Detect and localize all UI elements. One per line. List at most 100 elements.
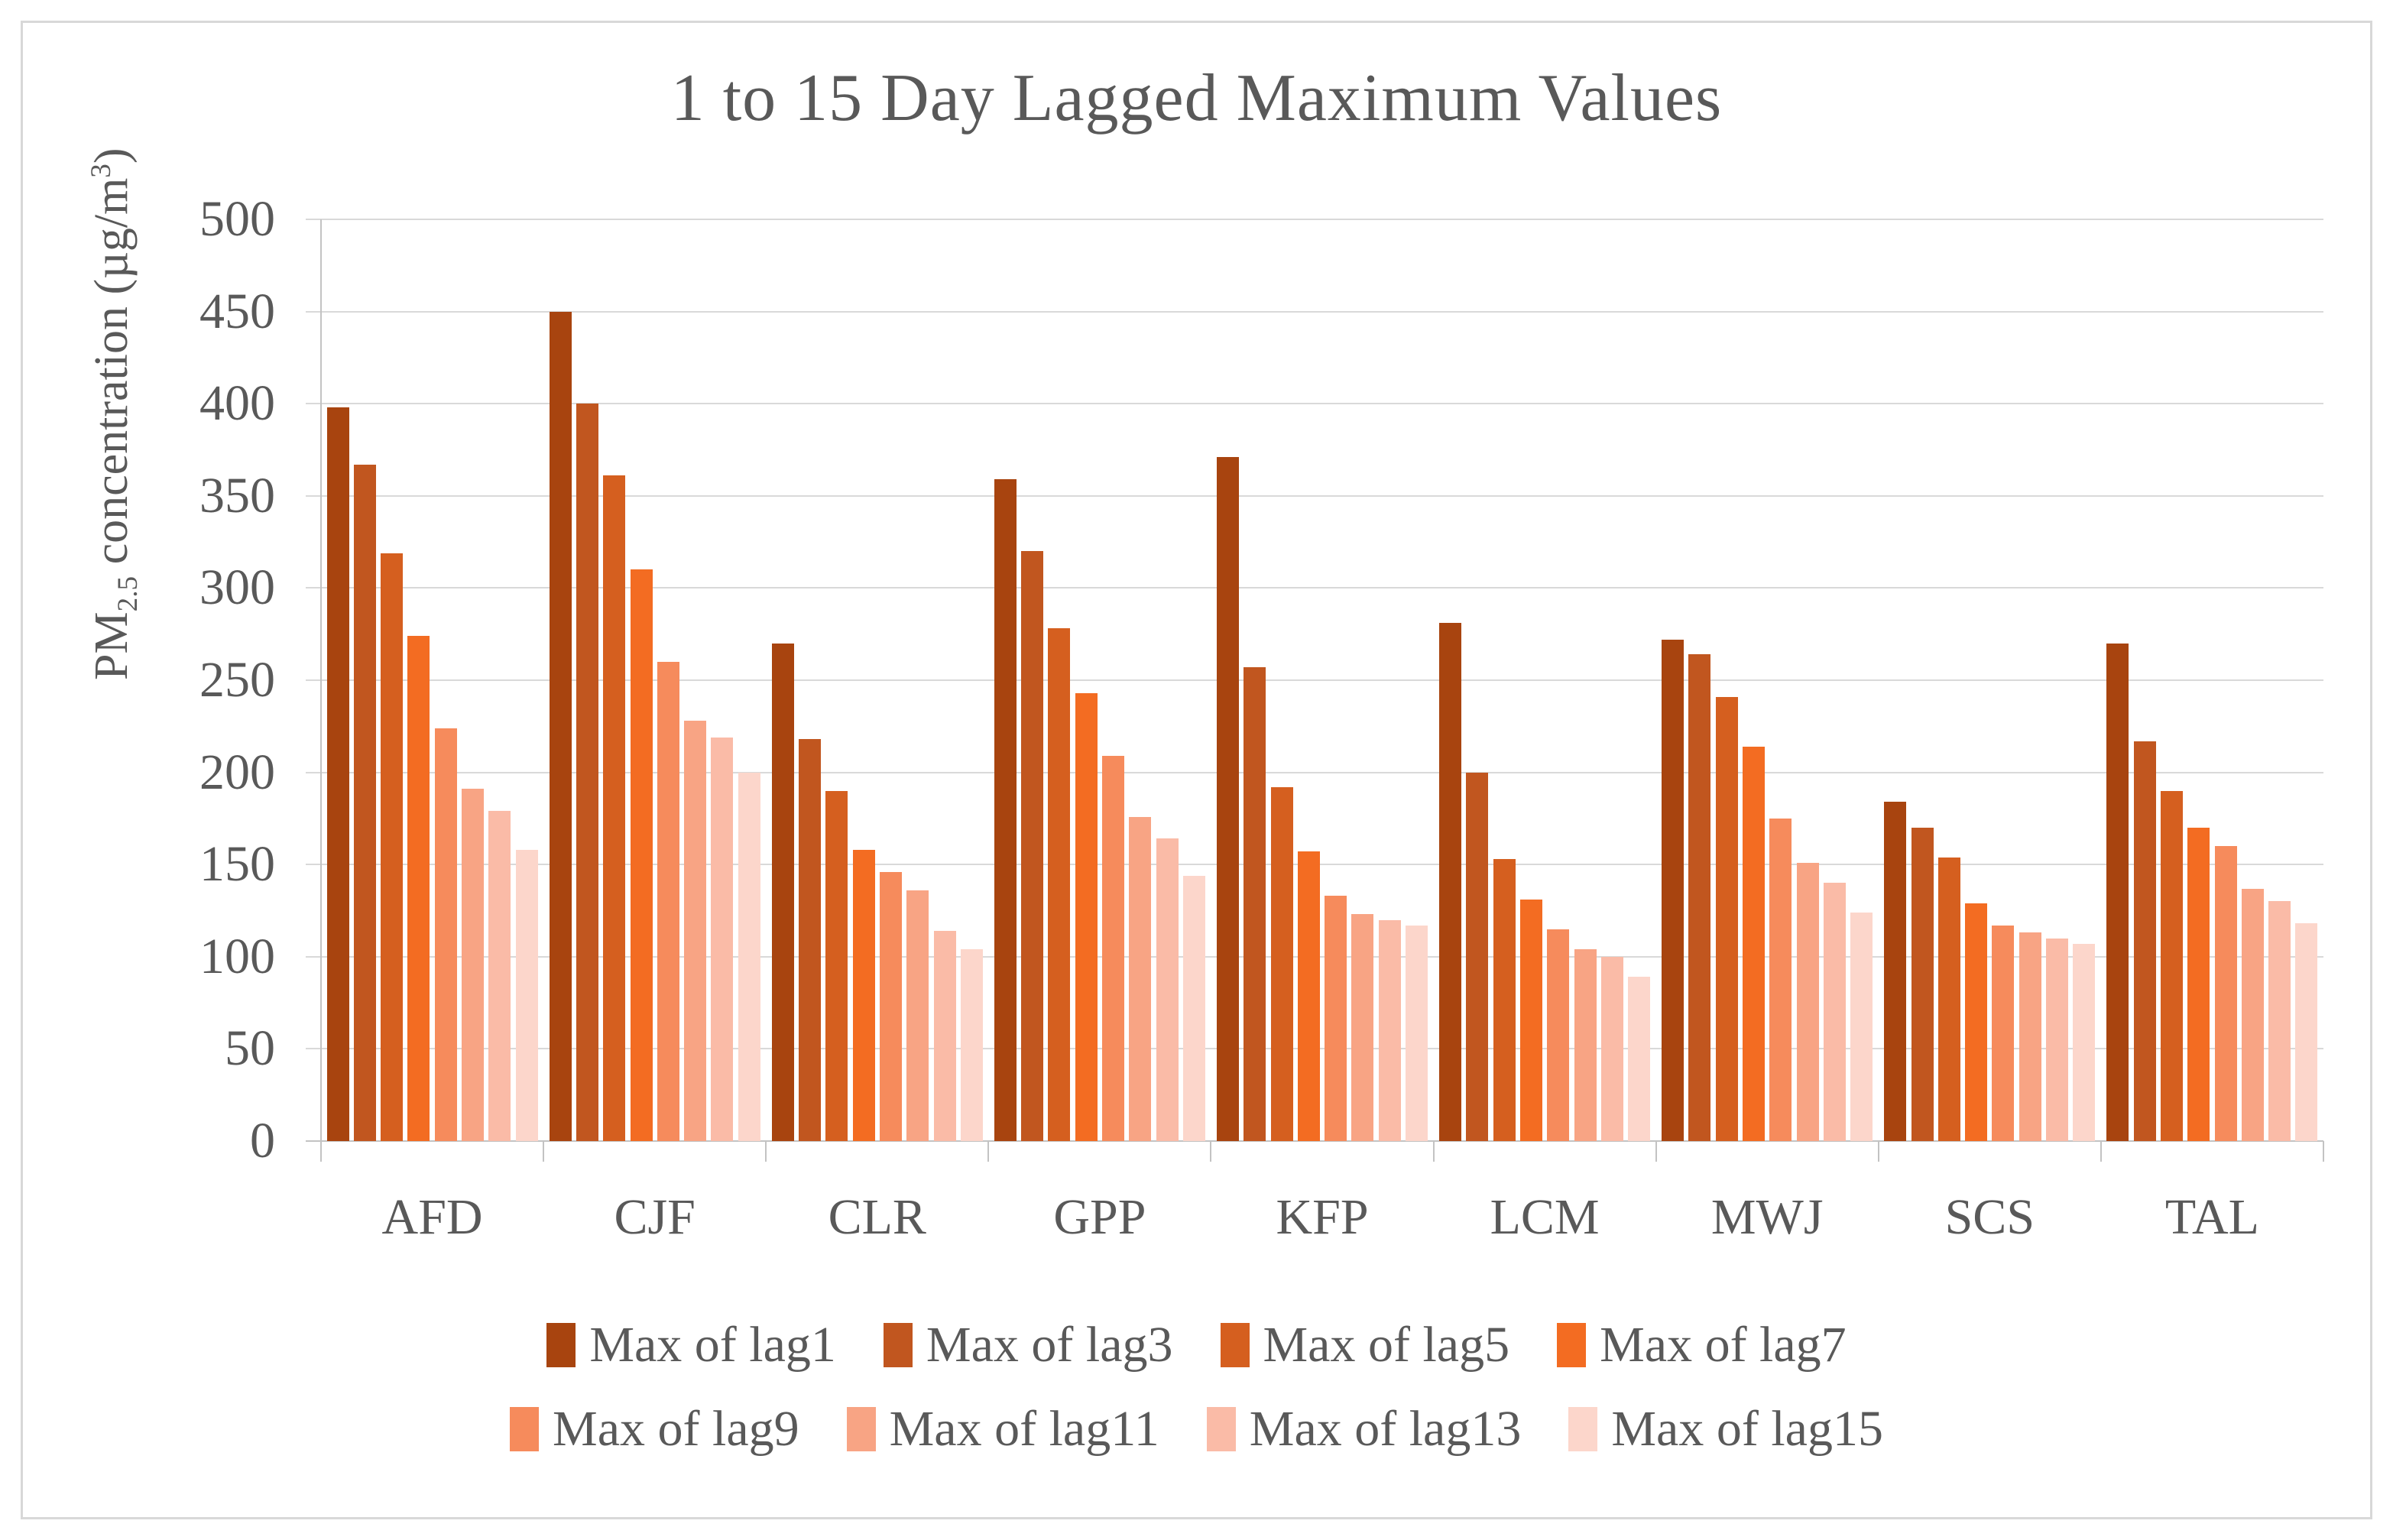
legend-swatch-icon <box>883 1323 913 1367</box>
legend-item-max-of-lag13: Max of lag13 <box>1206 1400 1522 1458</box>
x-category-label-lcm: LCM <box>1490 1189 1600 1245</box>
bar-mwj-max-of-lag3 <box>1688 654 1711 1141</box>
y-gridline <box>306 403 2323 405</box>
bar-clr-max-of-lag7 <box>852 849 875 1141</box>
bar-cjf-max-of-lag1 <box>549 311 572 1141</box>
bar-afd-max-of-lag9 <box>434 728 457 1141</box>
bar-lcm-max-of-lag3 <box>1466 772 1489 1141</box>
bar-gpp-max-of-lag11 <box>1129 816 1152 1141</box>
bar-lcm-max-of-lag15 <box>1628 977 1651 1141</box>
bar-gpp-max-of-lag13 <box>1156 838 1179 1141</box>
bar-afd-max-of-lag13 <box>488 811 511 1141</box>
x-category-label-scs: SCS <box>1944 1189 2035 1245</box>
x-axis-line <box>306 1140 2323 1142</box>
legend-swatch-icon <box>846 1407 876 1451</box>
chart-title: 1 to 15 Day Lagged Maximum Values <box>670 61 1723 135</box>
bar-cjf-max-of-lag3 <box>576 404 598 1141</box>
bar-clr-max-of-lag3 <box>799 739 822 1141</box>
legend-item-max-of-lag7: Max of lag7 <box>1557 1316 1847 1374</box>
legend-label: Max of lag13 <box>1249 1401 1522 1457</box>
y-gridline <box>306 679 2323 681</box>
bar-lcm-max-of-lag9 <box>1547 929 1570 1141</box>
y-gridline <box>306 219 2323 220</box>
bar-clr-max-of-lag13 <box>933 931 956 1141</box>
y-axis-line <box>320 219 322 1143</box>
y-axis-title-superscript: 3 <box>86 164 118 178</box>
x-category-label-afd: AFD <box>381 1189 483 1245</box>
y-gridline <box>306 771 2323 773</box>
bar-tal-max-of-lag13 <box>2268 901 2291 1141</box>
bar-scs-max-of-lag5 <box>1937 857 1960 1141</box>
bar-afd-max-of-lag7 <box>407 636 430 1141</box>
x-axis-tick <box>1210 1141 1212 1162</box>
bar-afd-max-of-lag1 <box>326 407 349 1141</box>
bar-clr-max-of-lag5 <box>825 790 848 1141</box>
legend-label: Max of lag9 <box>553 1401 799 1457</box>
bar-tal-max-of-lag15 <box>2295 923 2318 1141</box>
bar-afd-max-of-lag15 <box>515 849 538 1141</box>
bar-tal-max-of-lag7 <box>2187 827 2210 1141</box>
bar-mwj-max-of-lag11 <box>1796 862 1819 1141</box>
bar-lcm-max-of-lag7 <box>1519 900 1542 1141</box>
x-axis-tick <box>2323 1141 2324 1162</box>
bar-scs-max-of-lag9 <box>1992 925 2015 1141</box>
legend-item-max-of-lag15: Max of lag15 <box>1568 1400 1883 1458</box>
bar-gpp-max-of-lag3 <box>1021 551 1044 1141</box>
y-tick-label: 0 <box>250 1113 275 1169</box>
x-category-label-clr: CLR <box>828 1189 926 1245</box>
bar-tal-max-of-lag9 <box>2214 846 2237 1141</box>
bar-mwj-max-of-lag9 <box>1769 818 1792 1141</box>
bar-kfp-max-of-lag13 <box>1378 919 1401 1141</box>
legend-swatch-icon <box>1220 1323 1250 1367</box>
x-axis-tick <box>1655 1141 1657 1162</box>
x-axis-tick <box>765 1141 767 1162</box>
bar-kfp-max-of-lag5 <box>1270 786 1293 1141</box>
bar-gpp-max-of-lag7 <box>1075 692 1098 1141</box>
bar-clr-max-of-lag1 <box>771 643 794 1141</box>
bar-gpp-max-of-lag5 <box>1048 628 1071 1141</box>
y-tick-label: 50 <box>225 1020 275 1077</box>
bar-gpp-max-of-lag15 <box>1182 875 1205 1141</box>
y-tick-label: 400 <box>199 375 275 432</box>
bar-kfp-max-of-lag7 <box>1297 851 1320 1141</box>
bar-lcm-max-of-lag11 <box>1574 949 1597 1141</box>
x-axis-tick <box>320 1141 322 1162</box>
bar-scs-max-of-lag7 <box>1965 903 1988 1141</box>
bar-mwj-max-of-lag7 <box>1743 746 1766 1141</box>
y-gridline <box>306 587 2323 589</box>
bar-cjf-max-of-lag11 <box>684 721 707 1141</box>
bar-gpp-max-of-lag9 <box>1102 755 1125 1141</box>
y-tick-label: 150 <box>199 836 275 893</box>
bar-gpp-max-of-lag1 <box>994 479 1017 1141</box>
legend-item-max-of-lag5: Max of lag5 <box>1220 1316 1510 1374</box>
bar-kfp-max-of-lag9 <box>1325 896 1347 1141</box>
x-category-label-mwj: MWJ <box>1710 1189 1824 1245</box>
legend-item-max-of-lag1: Max of lag1 <box>546 1316 836 1374</box>
bar-scs-max-of-lag11 <box>2018 932 2041 1141</box>
bar-cjf-max-of-lag5 <box>603 475 626 1141</box>
bar-cjf-max-of-lag7 <box>630 569 653 1141</box>
bar-afd-max-of-lag3 <box>353 464 376 1141</box>
bar-kfp-max-of-lag11 <box>1351 914 1374 1141</box>
bar-cjf-max-of-lag13 <box>711 737 734 1141</box>
bar-tal-max-of-lag3 <box>2133 741 2156 1141</box>
legend-row-1: Max of lag1 Max of lag3 Max of lag5 Max of … <box>546 1316 1847 1374</box>
legend-label: Max of lag5 <box>1263 1317 1510 1373</box>
bar-mwj-max-of-lag5 <box>1715 696 1738 1141</box>
bar-afd-max-of-lag11 <box>462 789 484 1141</box>
y-tick-label: 300 <box>199 559 275 616</box>
legend-swatch-icon <box>1206 1407 1236 1451</box>
y-tick-label: 450 <box>199 283 275 339</box>
y-tick-label: 350 <box>199 467 275 524</box>
bar-kfp-max-of-lag3 <box>1244 667 1266 1141</box>
legend-label: Max of lag11 <box>889 1401 1159 1457</box>
bar-clr-max-of-lag9 <box>879 871 902 1141</box>
y-gridline <box>306 494 2323 497</box>
x-axis-tick <box>1877 1141 1879 1162</box>
x-category-label-kfp: KFP <box>1276 1189 1369 1245</box>
bar-clr-max-of-lag15 <box>960 949 983 1141</box>
legend-swatch-icon <box>510 1407 540 1451</box>
y-gridline <box>306 310 2323 313</box>
bar-afd-max-of-lag5 <box>381 553 404 1141</box>
plot-area: 0 50 100 150 200 250 300 350 400 450 500 AFD CJF CLR G… <box>199 191 2324 1245</box>
